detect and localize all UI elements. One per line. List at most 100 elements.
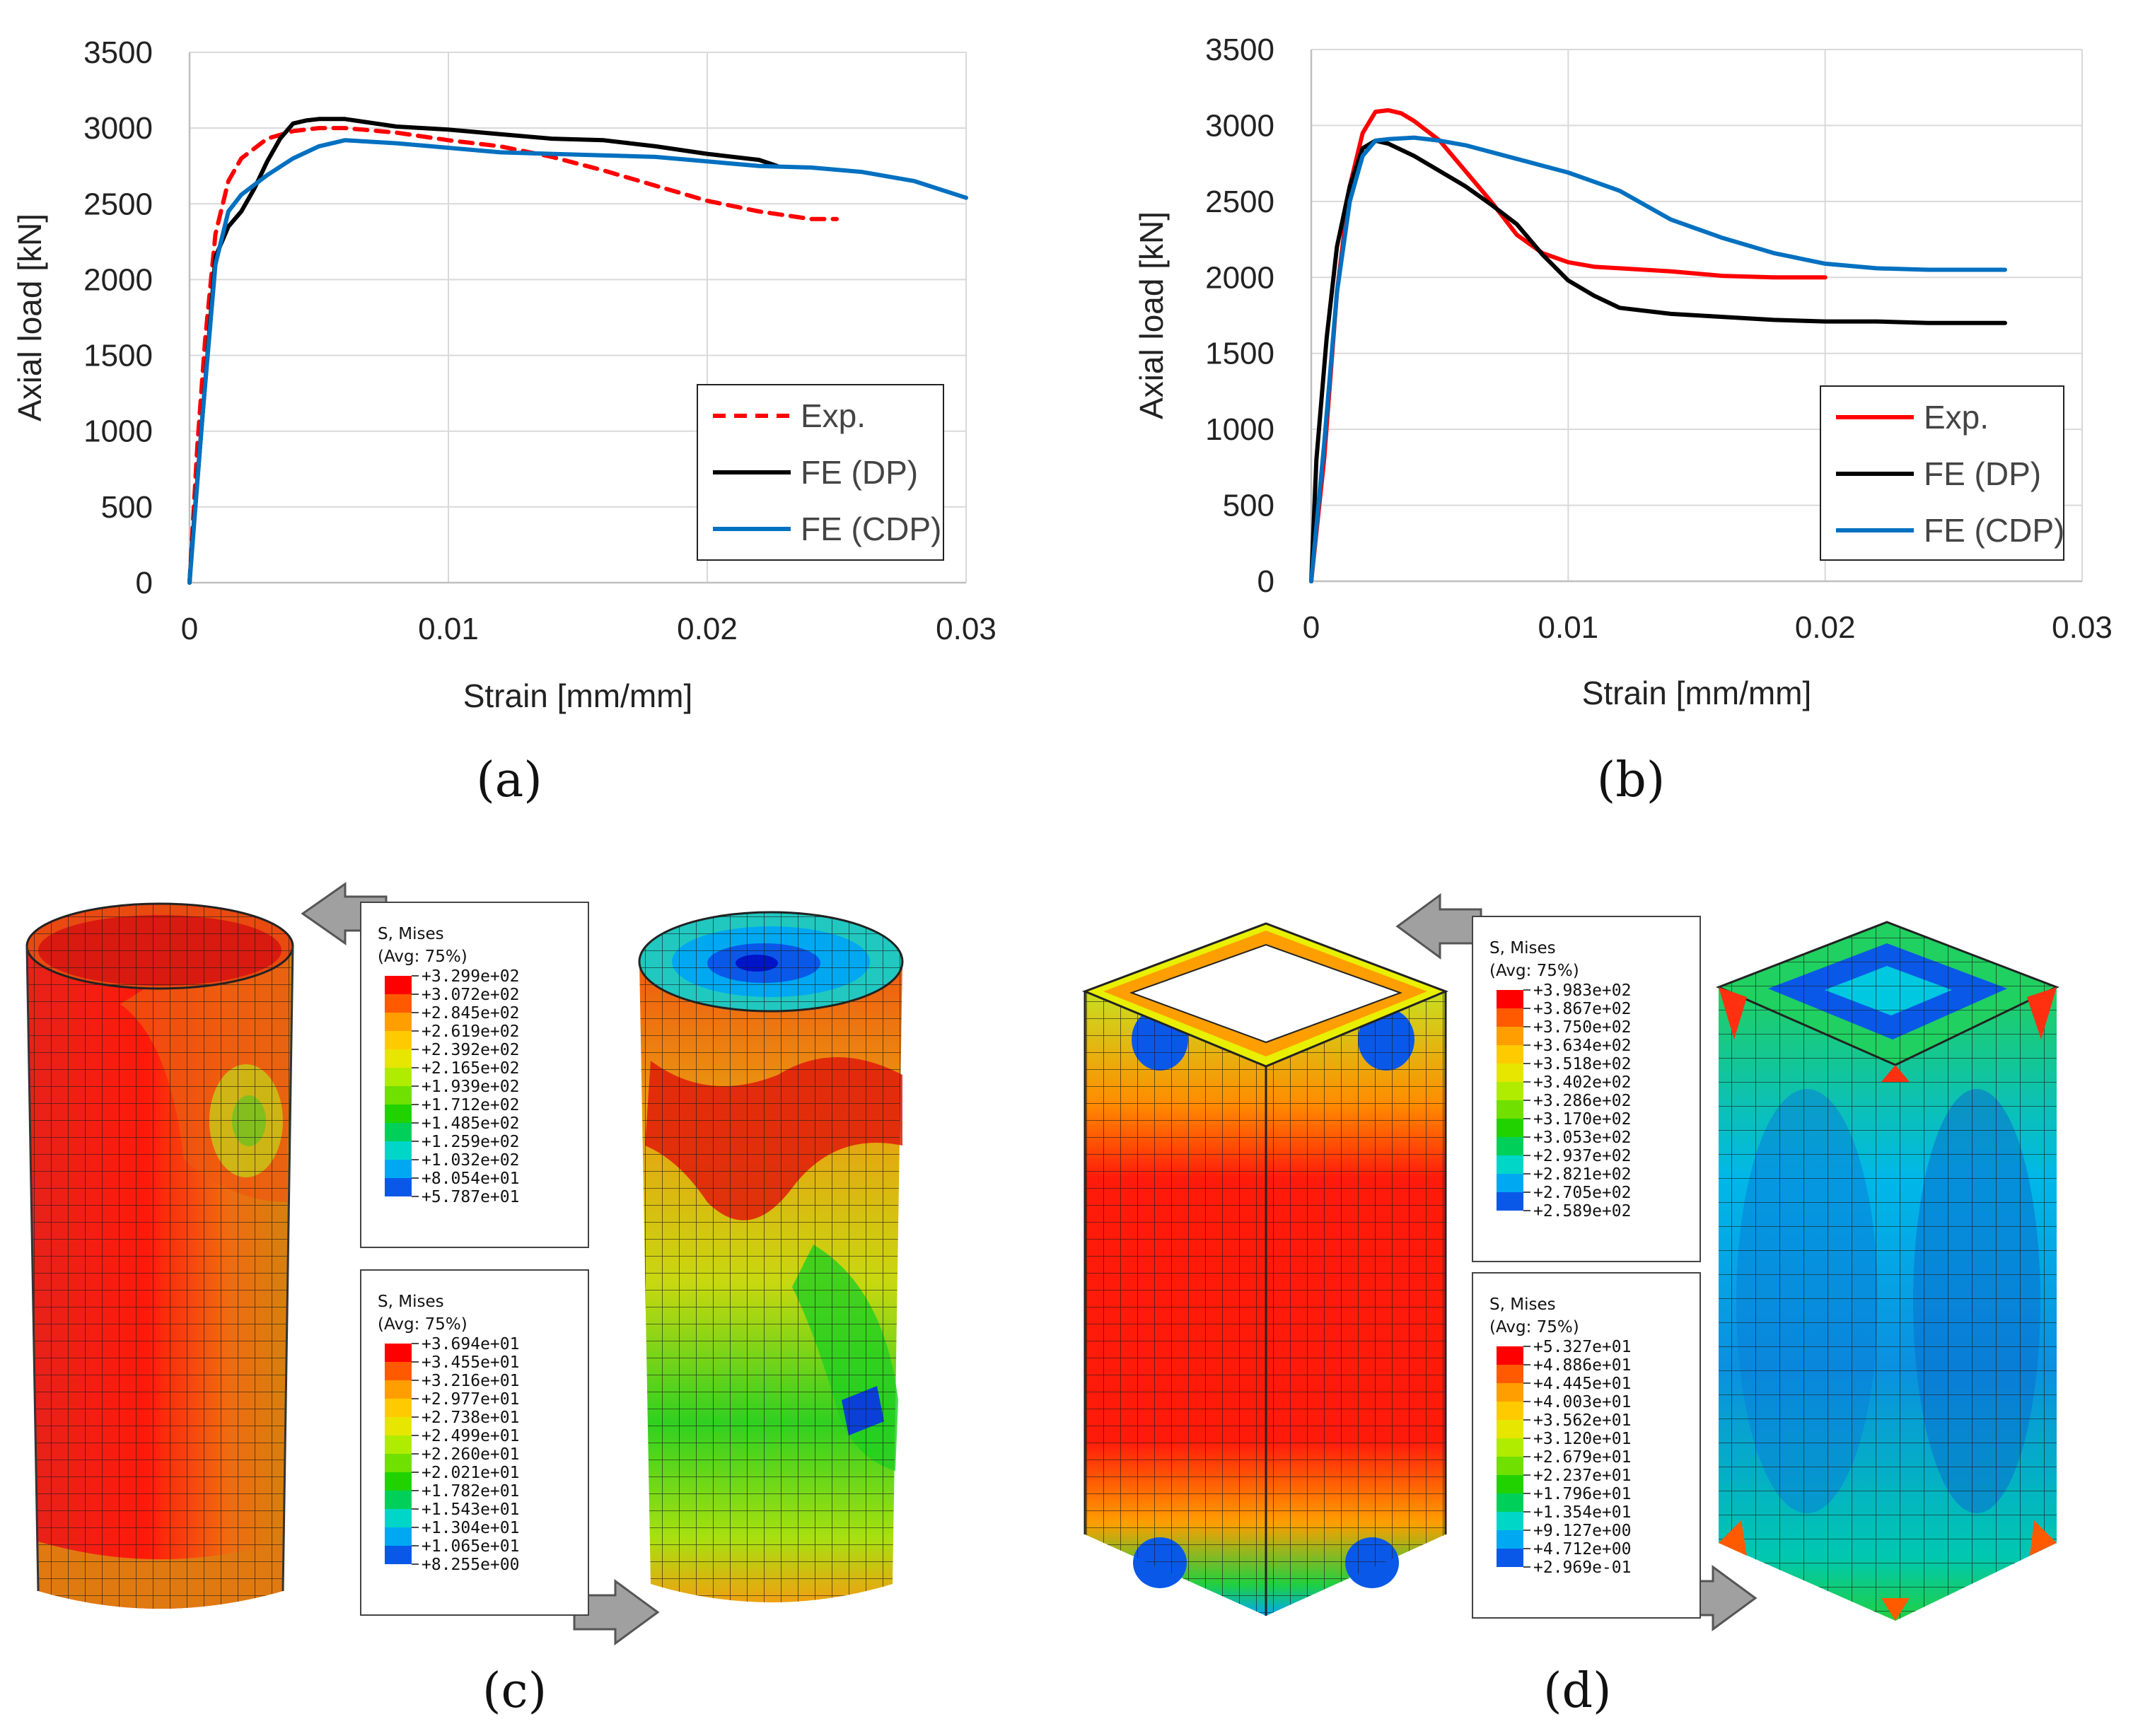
mises-legend-value: +1.304e+01 (422, 1519, 519, 1537)
mises-legend-value: +2.237e+01 (1533, 1467, 1631, 1485)
panel-c-contour: S, Mises(Avg: 75%)+3.299e+02+3.072e+02+2… (25, 882, 904, 1719)
mises-legend-swatch (385, 1491, 412, 1509)
mises-legend-value: +8.054e+01 (422, 1170, 519, 1188)
chart-b-x-tick-label: 0.01 (1538, 610, 1599, 645)
mises-legend-swatch (1497, 990, 1523, 1008)
mises-legend-swatch (385, 1546, 412, 1564)
mises-legend-value: +3.867e+02 (1533, 1000, 1631, 1018)
mises-legend-swatch (385, 994, 412, 1013)
chart-a-axes (188, 52, 966, 584)
mises-legend-swatch (385, 1105, 412, 1123)
mises-legend-value: +1.543e+01 (422, 1501, 519, 1519)
chart-b-x-ticks: 0 0.01 0.02 0.03 (1303, 610, 2113, 645)
mises-legend-value: +2.821e+02 (1533, 1165, 1631, 1184)
mises-legend-swatch (1497, 1420, 1523, 1438)
chart-b-legend-label: FE (CDP) (1924, 512, 2064, 549)
mises-legend-value: +2.021e+01 (422, 1464, 519, 1482)
chart-a-y-tick-label: 0 (136, 566, 153, 600)
chart-b-y-tick-label: 3000 (1205, 108, 1274, 143)
chart-a-y-tick-label: 1000 (83, 414, 153, 449)
mises-legend-swatch (385, 1472, 412, 1491)
mises-legend-swatch (1497, 1438, 1523, 1457)
panel-label-a: (a) (476, 752, 542, 808)
mises-legend-value: +3.750e+02 (1533, 1018, 1631, 1037)
mises-legend-swatch (385, 1380, 412, 1399)
mises-legend-subtitle: (Avg: 75%) (1489, 962, 1579, 980)
mises-legend-swatch (385, 976, 412, 994)
mises-legend-title: S, Mises (1489, 939, 1556, 957)
mises-legend-value: +3.286e+02 (1533, 1092, 1631, 1110)
chart-b-y-tick-label: 3500 (1205, 33, 1274, 67)
chart-b-x-tick-label: 0.03 (2052, 610, 2113, 645)
chart-a-series-line-exp (187, 126, 839, 585)
chart-a-legend-label: Exp. (801, 397, 866, 434)
mises-legend-swatch (385, 1049, 412, 1068)
mises-legend-swatch (1497, 1457, 1523, 1475)
mises-legend-value: +3.053e+02 (1533, 1129, 1631, 1147)
mises-legend-value: +2.499e+01 (422, 1427, 519, 1445)
chart-b-series (1309, 107, 2007, 583)
mises-legend-swatch (385, 1344, 412, 1362)
mises-legend-swatch (385, 1013, 412, 1031)
chart-b-axes (1310, 49, 2082, 583)
mises-legend-value: +3.518e+02 (1533, 1055, 1631, 1073)
chart-a-x-tick-label: 0 (181, 612, 198, 646)
chart-panel-a: 0 0.01 0.02 0.03 0 500 1000 1500 2000 2500 3000 35… (11, 35, 997, 808)
mises-legend-value: +4.712e+00 (1533, 1540, 1631, 1559)
mises-legend-swatch (385, 1399, 412, 1417)
mises-legend-swatch (1497, 1192, 1523, 1211)
panel-label-b: (b) (1597, 752, 1666, 808)
mises-legend-value: +3.216e+01 (422, 1372, 519, 1390)
mises-legend-c-core: S, Mises (Avg: 75%)+3.694e+01+3.455e+01+3… (360, 1269, 589, 1616)
chart-a-y-tick-label: 500 (101, 490, 153, 525)
chart-b-x-axis-label: Strain [mm/mm] (1582, 675, 1812, 711)
mises-legend-value: +1.259e+02 (422, 1133, 519, 1151)
chart-a-y-axis-label: Axial load [kN] (11, 214, 48, 421)
chart-b-y-tick-label: 2500 (1205, 185, 1274, 219)
mises-legend-swatch (1497, 1402, 1523, 1420)
chart-b-y-tick-label: 1000 (1205, 412, 1274, 447)
mises-legend-value: +2.619e+02 (422, 1023, 519, 1041)
chart-a-y-tick-label: 3000 (83, 111, 153, 146)
mises-legend-d-core: S, Mises(Avg: 75%)+5.327e+01+4.886e+01+4… (1472, 1272, 1701, 1619)
mises-legend-value: +2.969e-01 (1533, 1559, 1631, 1577)
mises-legend-title: S, Mises (1489, 1295, 1556, 1314)
mises-legend-title: S, Mises (378, 925, 444, 943)
mises-legend-swatch (385, 1086, 412, 1105)
mises-legend-subtitle: (Avg: 75%) (378, 1315, 467, 1334)
mises-legend-value: +5.327e+01 (1533, 1338, 1631, 1356)
mises-legend-c-tube: S, Mises(Avg: 75%)+3.299e+02+3.072e+02+2… (360, 902, 589, 1248)
mises-legend-swatch (1497, 1082, 1523, 1100)
mises-legend-value: +3.694e+01 (422, 1335, 519, 1353)
chart-a-x-axis-label: Strain [mm/mm] (463, 677, 693, 714)
mises-legend-value: +8.255e+00 (422, 1556, 519, 1574)
mises-legend-value: +2.679e+01 (1533, 1448, 1631, 1467)
mises-legend-value: +1.782e+01 (422, 1482, 519, 1501)
mises-legend-swatch (1497, 1383, 1523, 1402)
mises-legend-value: +9.127e+00 (1533, 1522, 1631, 1540)
mises-legend-value: +2.705e+02 (1533, 1184, 1631, 1202)
mises-legend-value: +4.445e+01 (1533, 1375, 1631, 1393)
chart-b-y-axis-label: Axial load [kN] (1133, 211, 1170, 419)
mises-legend-swatch (385, 1160, 412, 1178)
chart-b-series-line-fe-cdp (1309, 135, 2007, 583)
mises-legend-value: +1.354e+01 (1533, 1503, 1631, 1522)
chart-a-y-ticks: 0 500 1000 1500 2000 2500 3000 3500 (83, 35, 153, 600)
mises-legend-value: +5.787e+01 (422, 1188, 519, 1206)
mises-legend-swatch (1497, 1365, 1523, 1383)
mises-legend-value: +2.260e+01 (422, 1445, 519, 1464)
mises-legend-value: +3.072e+02 (422, 986, 519, 1004)
mises-legend-d-tube: S, Mises(Avg: 75%)+3.983e+02+3.867e+02+3… (1472, 916, 1701, 1262)
mises-legend-value: +2.845e+02 (422, 1004, 519, 1023)
chart-panel-b: 0 0.01 0.02 0.03 0 500 1000 1500 2000 2500 3000 35… (1133, 33, 2113, 808)
chart-a-series (187, 117, 968, 585)
mises-legend-value: +1.796e+01 (1533, 1485, 1631, 1503)
chart-b-x-tick-label: 0.02 (1795, 610, 1856, 645)
chart-a-series-line-fe-dp (187, 117, 779, 585)
mises-legend-value: +3.402e+02 (1533, 1073, 1631, 1092)
mises-legend-value: +1.939e+02 (422, 1078, 519, 1096)
chart-b-y-tick-label: 1500 (1205, 337, 1274, 371)
chart-b-series-line-fe-dp (1309, 138, 2007, 583)
mises-legend-swatch (1497, 1045, 1523, 1064)
mises-legend-subtitle: (Avg: 75%) (1489, 1318, 1579, 1336)
